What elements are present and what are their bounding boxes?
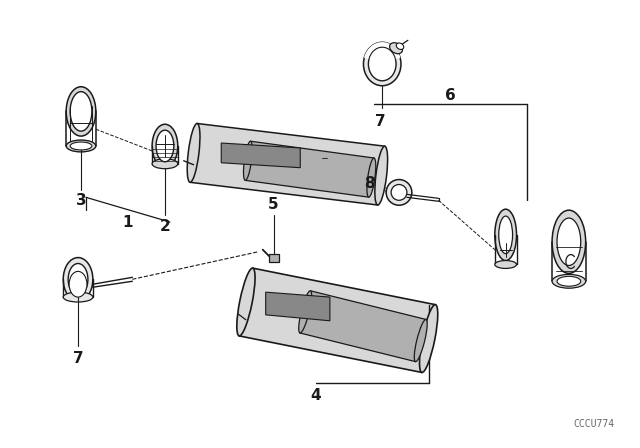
Text: 1: 1 xyxy=(122,215,132,229)
Polygon shape xyxy=(190,124,385,205)
Ellipse shape xyxy=(390,43,403,54)
Ellipse shape xyxy=(499,216,513,254)
Ellipse shape xyxy=(364,42,401,86)
Ellipse shape xyxy=(237,268,255,336)
Ellipse shape xyxy=(552,210,586,273)
Polygon shape xyxy=(221,143,300,168)
Polygon shape xyxy=(266,292,330,321)
Ellipse shape xyxy=(419,305,438,372)
Ellipse shape xyxy=(552,274,586,288)
Ellipse shape xyxy=(369,47,396,81)
Ellipse shape xyxy=(391,185,407,200)
Text: CCCU774: CCCU774 xyxy=(573,419,614,430)
Text: 8: 8 xyxy=(364,176,374,191)
Ellipse shape xyxy=(386,180,412,205)
Ellipse shape xyxy=(68,263,88,295)
Ellipse shape xyxy=(367,158,376,197)
Ellipse shape xyxy=(156,130,174,162)
Polygon shape xyxy=(245,141,374,197)
Text: 5: 5 xyxy=(268,197,279,212)
Ellipse shape xyxy=(70,142,92,150)
Text: 2: 2 xyxy=(159,220,170,234)
Ellipse shape xyxy=(63,292,93,302)
Ellipse shape xyxy=(299,291,312,333)
Ellipse shape xyxy=(152,159,178,169)
Ellipse shape xyxy=(495,261,516,268)
Ellipse shape xyxy=(557,276,580,286)
Ellipse shape xyxy=(66,87,96,136)
Polygon shape xyxy=(300,291,426,362)
Text: 4: 4 xyxy=(311,388,321,403)
Text: 3: 3 xyxy=(76,193,86,208)
Ellipse shape xyxy=(495,209,516,261)
Ellipse shape xyxy=(375,146,388,205)
Polygon shape xyxy=(239,268,435,372)
Polygon shape xyxy=(269,254,278,262)
Ellipse shape xyxy=(243,141,252,181)
Ellipse shape xyxy=(66,140,96,152)
Text: 7: 7 xyxy=(375,114,385,129)
Ellipse shape xyxy=(63,258,93,301)
Ellipse shape xyxy=(557,218,580,266)
Text: 6: 6 xyxy=(445,88,456,103)
Ellipse shape xyxy=(70,92,92,131)
Text: 7: 7 xyxy=(73,351,83,366)
Ellipse shape xyxy=(188,124,200,182)
Ellipse shape xyxy=(69,271,87,297)
Ellipse shape xyxy=(152,124,178,168)
Ellipse shape xyxy=(414,319,427,362)
Ellipse shape xyxy=(396,43,404,49)
